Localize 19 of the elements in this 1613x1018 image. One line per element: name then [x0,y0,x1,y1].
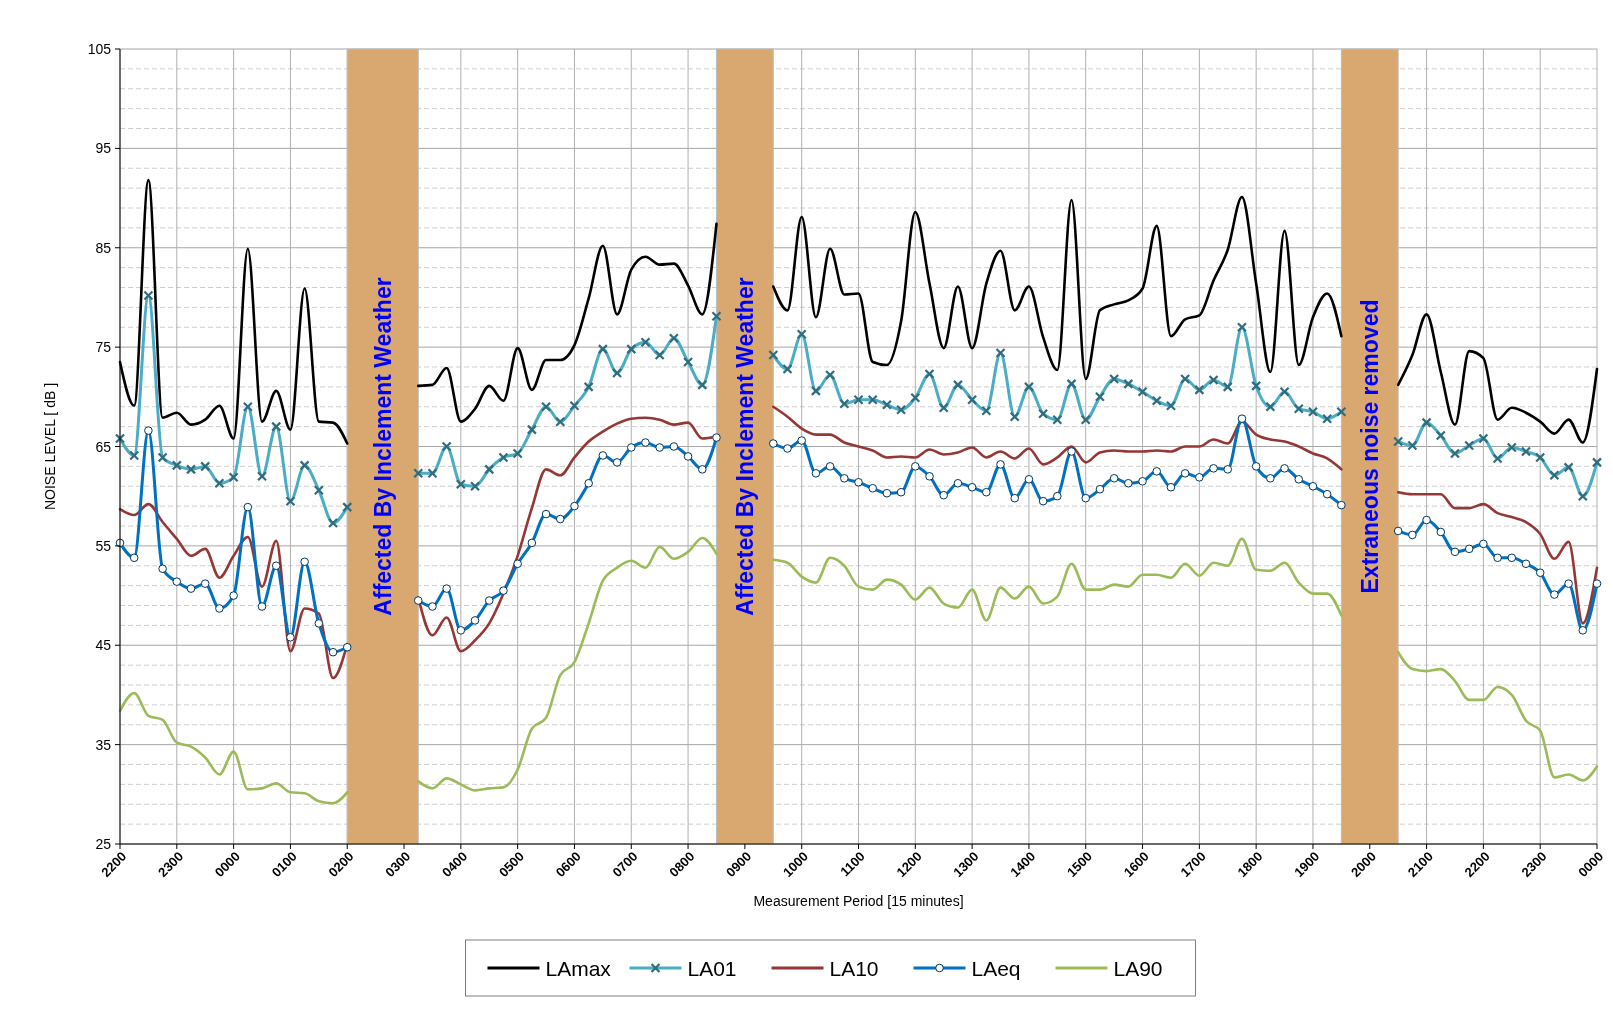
y-tick-label: 65 [95,438,112,455]
annotation: Affected By Inclement Weather [731,277,758,616]
x-axis-title: Measurement Period [15 minutes] [753,893,964,909]
y-tick-label: 35 [95,736,112,753]
y-axis-title: NOISE LEVEL [ dB ] [42,382,58,511]
annotation: Extraneous noise removed [1356,299,1383,594]
y-tick-label: 85 [95,239,112,256]
legend-label: LA90 [1113,956,1163,980]
y-tick-label: 25 [95,836,112,852]
y-tick-label: 45 [95,637,112,654]
legend-label: LA10 [829,956,879,980]
legend-label: LAeq [971,956,1021,980]
annotation: Affected By Inclement Weather [369,277,396,616]
legend-label: LA01 [687,956,737,980]
y-tick-label: 105 [87,41,112,57]
y-tick-label: 55 [95,537,112,554]
y-tick-label: 75 [95,339,112,356]
legend-label: LAmax [545,956,612,980]
y-tick-label: 95 [95,140,112,157]
